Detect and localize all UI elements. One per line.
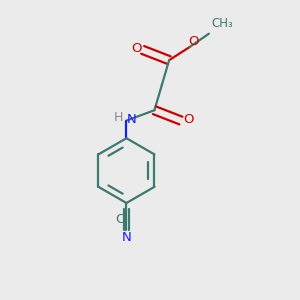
- Text: N: N: [122, 231, 131, 244]
- Text: N: N: [127, 113, 137, 126]
- Text: C: C: [115, 213, 124, 226]
- Text: O: O: [131, 42, 141, 55]
- Text: O: O: [188, 35, 199, 48]
- Text: CH₃: CH₃: [212, 17, 234, 30]
- Text: O: O: [183, 112, 194, 126]
- Text: H: H: [114, 111, 124, 124]
